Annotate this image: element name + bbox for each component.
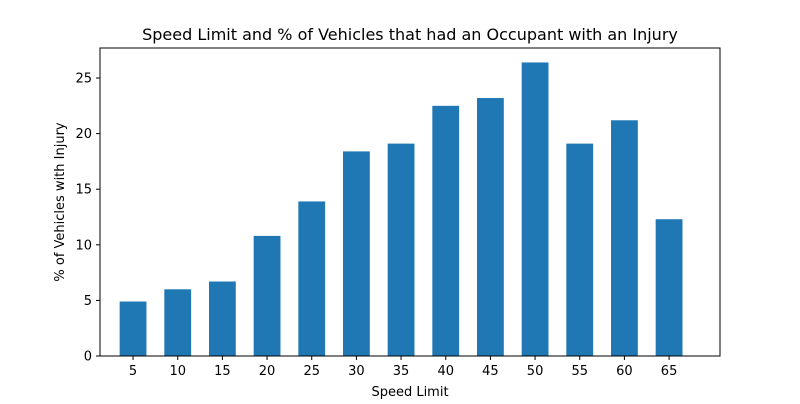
bar [343, 151, 370, 356]
y-axis-label: % of Vehicles with Injury [53, 122, 68, 282]
x-tick-label: 25 [303, 364, 320, 379]
x-tick-label: 20 [259, 364, 276, 379]
x-tick-label: 60 [616, 364, 633, 379]
y-tick-label: 15 [75, 183, 92, 198]
x-tick-label: 10 [169, 364, 186, 379]
x-tick-label: 45 [482, 364, 499, 379]
bar [253, 235, 281, 356]
x-tick-label: 30 [348, 364, 365, 379]
bar [432, 105, 460, 356]
bar [521, 62, 549, 356]
bar [298, 201, 326, 356]
x-tick-label: 35 [393, 364, 410, 379]
y-axis-ticks: 0 5 10 15 20 25 [75, 72, 100, 365]
plot-area-frame [99, 47, 721, 357]
x-tick-label: 65 [661, 364, 678, 379]
y-tick-label: 5 [84, 294, 92, 309]
bar [164, 289, 192, 356]
x-tick-label: 40 [437, 364, 454, 379]
bar [119, 301, 147, 356]
x-axis-ticks: 5 10 15 20 25 30 35 40 45 50 55 60 65 [129, 356, 677, 379]
bar [208, 281, 236, 356]
bar [655, 219, 683, 356]
bars-group [119, 62, 683, 357]
chart-title: Speed Limit and % of Vehicles that had a… [142, 25, 678, 44]
bar [611, 120, 638, 357]
x-axis-label: Speed Limit [371, 385, 448, 400]
y-tick-label: 20 [75, 127, 92, 142]
y-tick-label: 10 [75, 238, 92, 253]
y-tick-label: 0 [84, 350, 92, 365]
x-tick-label: 50 [527, 364, 544, 379]
x-tick-label: 15 [214, 364, 231, 379]
x-tick-label: 55 [571, 364, 588, 379]
bar [566, 143, 594, 356]
bar [477, 98, 504, 356]
y-tick-label: 25 [75, 72, 92, 87]
x-tick-label: 5 [129, 364, 137, 379]
bar [387, 143, 415, 356]
